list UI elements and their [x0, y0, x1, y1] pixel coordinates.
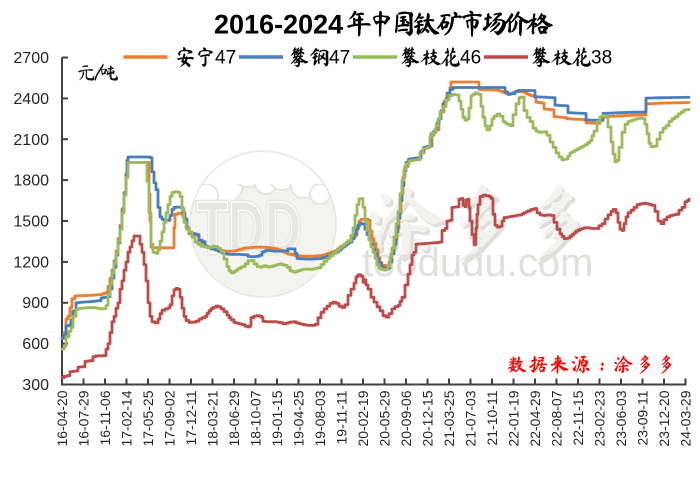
svg-text:22-04-29: 22-04-29 — [527, 390, 543, 446]
svg-text:47: 47 — [329, 48, 350, 69]
svg-text:600: 600 — [22, 336, 49, 353]
svg-text:46: 46 — [460, 48, 481, 69]
svg-text:18-06-29: 18-06-29 — [226, 390, 242, 446]
svg-text:23-12-20: 23-12-20 — [656, 390, 672, 446]
svg-text:900: 900 — [22, 295, 49, 312]
svg-text:19-11-11: 19-11-11 — [334, 390, 350, 444]
svg-text:300: 300 — [22, 377, 49, 394]
svg-text:17-02-14: 17-02-14 — [119, 390, 135, 446]
svg-text:21-03-25: 21-03-25 — [441, 390, 457, 446]
svg-text:22-08-07: 22-08-07 — [549, 390, 565, 446]
svg-text:17-12-11: 17-12-11 — [183, 390, 199, 445]
svg-text:38: 38 — [591, 48, 612, 69]
svg-text:1500: 1500 — [13, 214, 49, 231]
svg-text:23-09-11: 23-09-11 — [635, 390, 651, 445]
svg-text:16-11-06: 16-11-06 — [97, 390, 113, 445]
svg-text:20-12-15: 20-12-15 — [420, 390, 436, 446]
svg-text:23-02-23: 23-02-23 — [592, 390, 608, 446]
svg-text:16-04-20: 16-04-20 — [54, 390, 70, 446]
svg-text:2700: 2700 — [13, 50, 49, 67]
svg-text:18-03-21: 18-03-21 — [205, 390, 221, 446]
svg-text:23-06-03: 23-06-03 — [613, 390, 629, 446]
svg-text:1800: 1800 — [13, 173, 49, 190]
svg-text:21-07-03: 21-07-03 — [463, 390, 479, 446]
svg-text:2400: 2400 — [13, 91, 49, 108]
svg-text:19-04-25: 19-04-25 — [291, 390, 307, 446]
svg-text:24-03-29: 24-03-29 — [678, 390, 694, 446]
svg-text:1200: 1200 — [13, 254, 49, 271]
svg-text:2100: 2100 — [13, 132, 49, 149]
svg-text:21-10-11: 21-10-11 — [484, 390, 500, 445]
svg-text:18-10-07: 18-10-07 — [248, 390, 264, 446]
svg-text:20-02-19: 20-02-19 — [355, 390, 371, 446]
svg-text:20-09-06: 20-09-06 — [398, 390, 414, 446]
svg-text:16-07-29: 16-07-29 — [76, 390, 92, 446]
svg-text:17-05-25: 17-05-25 — [140, 390, 156, 446]
svg-text:19-01-15: 19-01-15 — [269, 390, 285, 446]
svg-text:19-08-03: 19-08-03 — [312, 390, 328, 446]
svg-text:20-05-29: 20-05-29 — [377, 390, 393, 446]
svg-text:17-09-02: 17-09-02 — [162, 390, 178, 446]
svg-text:47: 47 — [215, 48, 236, 69]
svg-text:toodudu.com: toodudu.com — [362, 241, 593, 285]
svg-text:22-01-19: 22-01-19 — [506, 390, 522, 446]
svg-text:22-11-15: 22-11-15 — [570, 390, 586, 445]
